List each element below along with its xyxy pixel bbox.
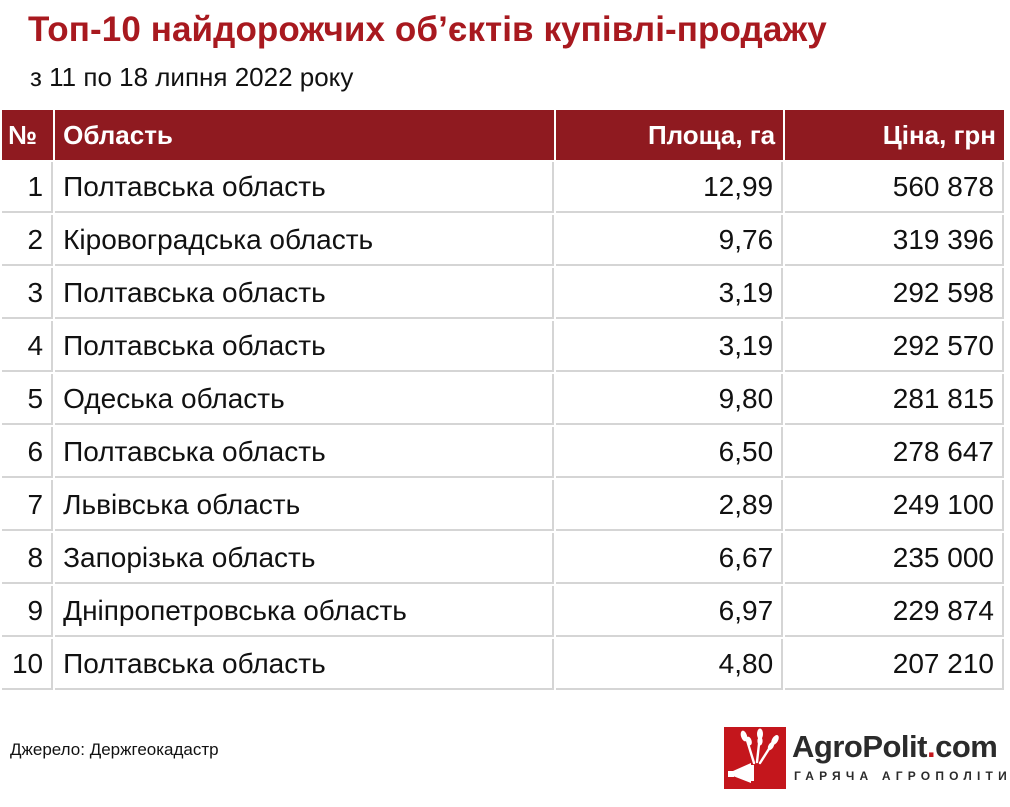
table-row: 8 Запорізька область 6,67 235 000 (2, 533, 1004, 584)
cell-area: 9,80 (556, 374, 784, 425)
cell-number: 10 (2, 639, 54, 690)
cell-area: 3,19 (556, 321, 784, 372)
table-body: 1 Полтавська область 12,99 560 878 2 Кіровогр… (2, 162, 1004, 690)
cell-region: Полтавська область (55, 321, 555, 372)
table-row: 6 Полтавська область 6,50 278 647 (2, 427, 1004, 478)
cell-area: 9,76 (556, 215, 784, 266)
page-subtitle: з 11 по 18 липня 2022 року (30, 62, 354, 92)
cell-number: 3 (2, 268, 54, 319)
table-header-row: № Область Площа, га Ціна, грн (2, 110, 1004, 160)
table-row: 7 Львівська область 2,89 249 100 (2, 480, 1004, 531)
logo-dot: . (927, 729, 936, 764)
cell-area: 6,97 (556, 586, 784, 637)
logo-name: AgroPolit (792, 729, 928, 764)
cell-price: 229 874 (785, 586, 1004, 637)
cell-price: 292 598 (785, 268, 1004, 319)
cell-price: 235 000 (785, 533, 1004, 584)
cell-number: 7 (2, 480, 54, 531)
cell-area: 3,19 (556, 268, 784, 319)
cell-number: 5 (2, 374, 54, 425)
cell-region: Полтавська область (55, 639, 555, 690)
cell-region: Запорізька область (55, 533, 555, 584)
cell-region: Полтавська область (55, 162, 555, 213)
cell-number: 8 (2, 533, 54, 584)
data-table: № Область Площа, га Ціна, грн 1 Полтавськ… (0, 108, 1006, 692)
table-row: 4 Полтавська область 3,19 292 570 (2, 321, 1004, 372)
cell-region: Дніпропетровська область (55, 586, 555, 637)
table-row: 1 Полтавська область 12,99 560 878 (2, 162, 1004, 213)
logo-wordmark: AgroPolit.com (792, 729, 998, 765)
cell-region: Полтавська область (55, 427, 555, 478)
cell-region: Одеська область (55, 374, 555, 425)
table-row: 2 Кіровоградська область 9,76 319 396 (2, 215, 1004, 266)
cell-price: 319 396 (785, 215, 1004, 266)
cell-price: 292 570 (785, 321, 1004, 372)
cell-number: 2 (2, 215, 54, 266)
column-header-region: Область (55, 110, 555, 160)
cell-area: 6,67 (556, 533, 784, 584)
cell-region: Кіровоградська область (55, 215, 555, 266)
table-row: 10 Полтавська область 4,80 207 210 (2, 639, 1004, 690)
agropolit-logo[interactable]: AgroPolit.com ГАРЯЧА АГРОПОЛІТИКА (724, 727, 1010, 789)
cell-price: 278 647 (785, 427, 1004, 478)
table-row: 5 Одеська область 9,80 281 815 (2, 374, 1004, 425)
cell-area: 2,89 (556, 480, 784, 531)
cell-area: 6,50 (556, 427, 784, 478)
logo-tld: com (935, 729, 998, 764)
column-header-area: Площа, га (556, 110, 784, 160)
cell-price: 249 100 (785, 480, 1004, 531)
cell-number: 1 (2, 162, 54, 213)
page-title: Топ-10 найдорожчих об’єктів купівлі-прод… (28, 10, 827, 49)
logo-tagline: ГАРЯЧА АГРОПОЛІТИКА (794, 769, 1010, 783)
cell-number: 9 (2, 586, 54, 637)
table-row: 9 Дніпропетровська область 6,97 229 874 (2, 586, 1004, 637)
cell-region: Львівська область (55, 480, 555, 531)
cell-number: 6 (2, 427, 54, 478)
megaphone-wheat-logo-icon (724, 727, 786, 789)
cell-area: 4,80 (556, 639, 784, 690)
cell-price: 207 210 (785, 639, 1004, 690)
source-note: Джерело: Держгеокадастр (10, 740, 219, 759)
column-header-price: Ціна, грн (785, 110, 1004, 160)
cell-price: 560 878 (785, 162, 1004, 213)
table-row: 3 Полтавська область 3,19 292 598 (2, 268, 1004, 319)
column-header-number: № (2, 110, 54, 160)
cell-area: 12,99 (556, 162, 784, 213)
cell-region: Полтавська область (55, 268, 555, 319)
cell-price: 281 815 (785, 374, 1004, 425)
cell-number: 4 (2, 321, 54, 372)
